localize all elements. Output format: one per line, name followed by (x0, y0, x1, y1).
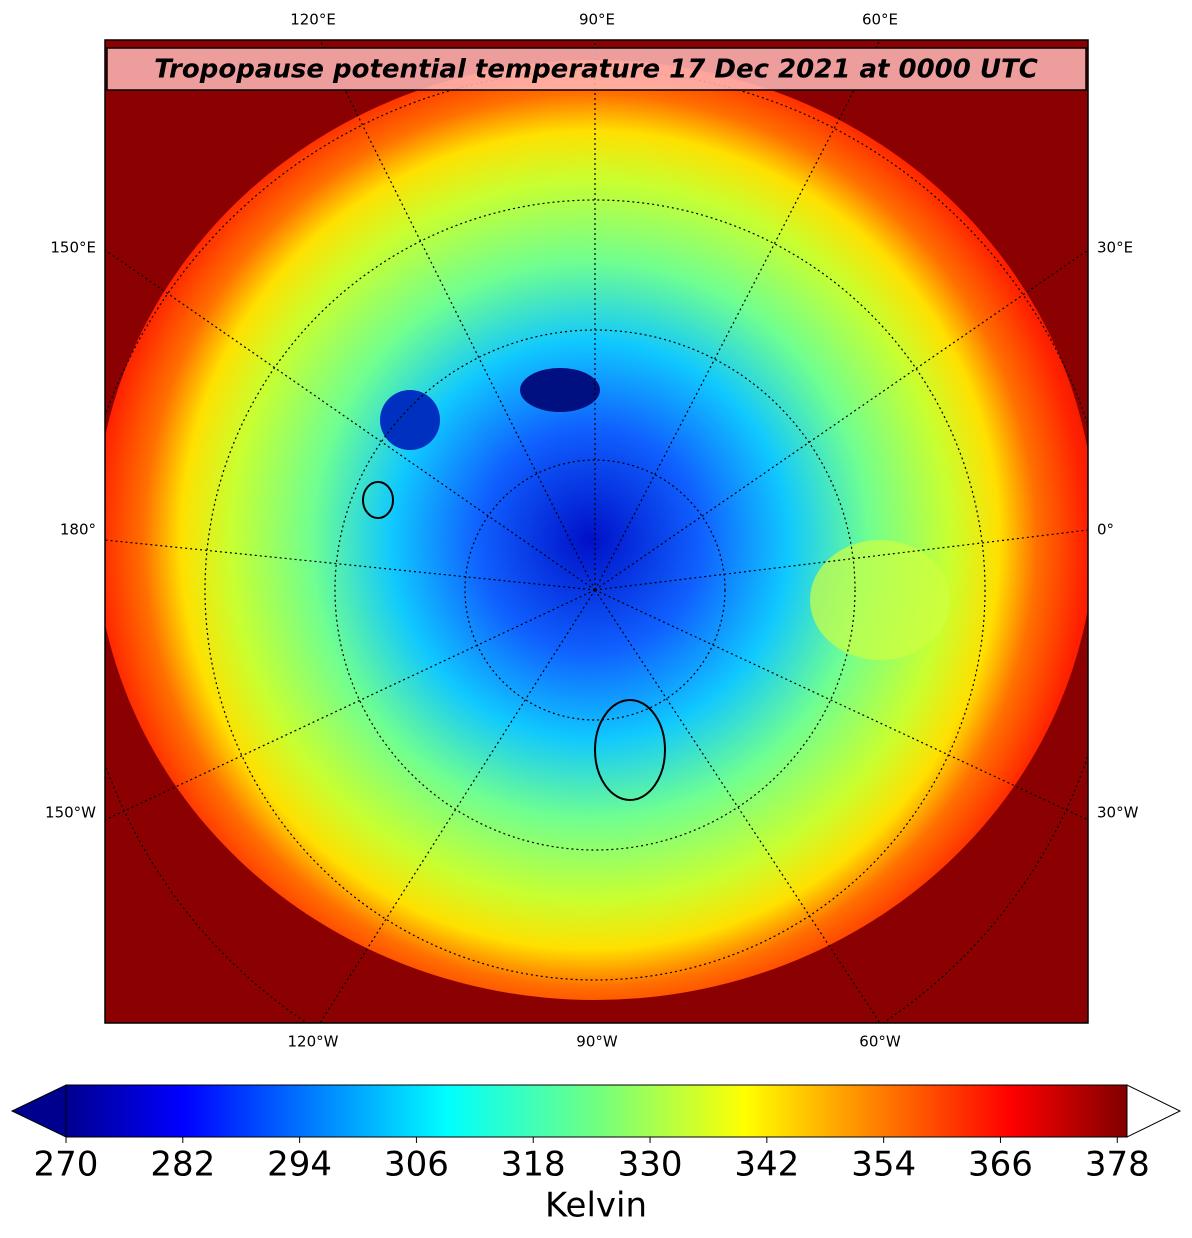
lon-label: 30°W (1097, 804, 1139, 822)
colorbar-body (65, 1084, 1128, 1138)
colorbar-label: Kelvin (545, 1186, 647, 1226)
colorbar-tick-label: 366 (968, 1145, 1033, 1185)
colorbar-tick-label: 342 (734, 1145, 799, 1185)
colorbar-tick-label: 270 (34, 1145, 99, 1185)
lon-label: 120°E (290, 11, 336, 29)
colorbar-tick-label: 306 (384, 1145, 449, 1185)
graticule-labels: 120°E 90°E 60°E 120°W 90°W 60°W 150°E 180° 150°W… (45, 11, 1139, 1051)
colorbar-tick-label: 318 (501, 1145, 566, 1185)
map-title: Tropopause potential temperature 17 Dec … (154, 55, 1038, 85)
colorbar-tick-label: 330 (618, 1145, 683, 1185)
lon-label: 30°E (1097, 239, 1133, 257)
lon-label: 90°W (576, 1033, 618, 1051)
lon-label: 180° (60, 521, 96, 539)
lon-label: 60°E (862, 11, 898, 29)
colorbar-tick-label: 282 (150, 1145, 215, 1185)
map-frame (104, 39, 1089, 1024)
colorbar-tick-label: 354 (851, 1145, 916, 1185)
colorbar-tick-label: 294 (267, 1145, 332, 1185)
colorbar-extend-min (10, 1084, 67, 1138)
colorbar-tick-label: 378 (1085, 1145, 1150, 1185)
lon-label: 90°E (579, 11, 615, 29)
map-field (105, 40, 1088, 1023)
colorbar: Kelvin 270 282 294 306 318 330 342 354 366 378 (10, 1084, 1182, 1226)
colorbar-extend-max (1126, 1084, 1182, 1138)
lon-label: 60°W (859, 1033, 901, 1051)
lon-label: 120°W (288, 1033, 339, 1051)
lon-label: 150°E (50, 239, 96, 257)
lon-label: 0° (1097, 521, 1114, 539)
lon-label: 150°W (45, 804, 96, 822)
title-box (106, 47, 1087, 91)
